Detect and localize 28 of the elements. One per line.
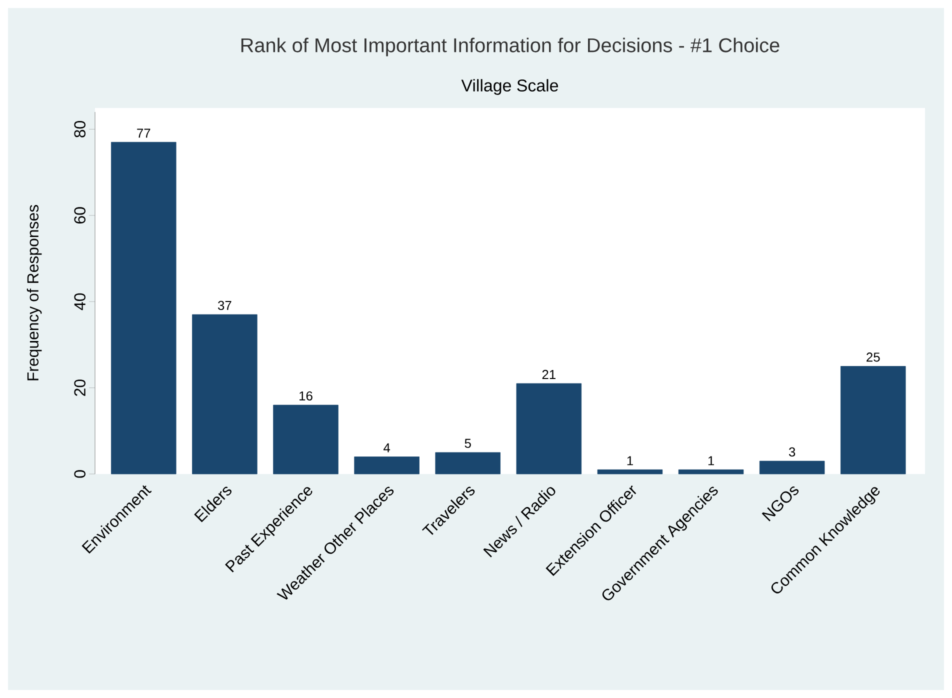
bar [516, 383, 582, 474]
y-axis-title: Frequency of Responses [26, 205, 42, 380]
bar [192, 314, 258, 474]
data-label: 16 [300, 391, 312, 401]
bar [354, 456, 420, 474]
bar [111, 142, 176, 474]
data-label: 1 [627, 456, 633, 466]
y-tick-label: 0 [74, 470, 86, 478]
y-tick-label: 80 [74, 121, 86, 138]
data-label: 77 [137, 128, 150, 138]
data-label: 25 [866, 352, 880, 362]
data-label: 5 [464, 438, 471, 448]
bar [678, 469, 744, 474]
chart-title: Rank of Most Important Information for Decisions - #1 Choice [241, 38, 780, 56]
data-label: 1 [708, 456, 714, 466]
y-tick-label: 60 [74, 207, 86, 224]
data-label: 21 [542, 370, 556, 379]
chart-subtitle: Village Scale [461, 79, 558, 95]
data-label: 4 [384, 443, 390, 452]
bar [759, 460, 825, 474]
bar [840, 366, 906, 474]
bar [435, 452, 500, 474]
y-tick-label: 40 [74, 293, 86, 310]
y-tick-label: 20 [74, 380, 86, 396]
data-label: 3 [788, 447, 796, 457]
bar [273, 404, 338, 474]
data-label: 37 [218, 300, 232, 310]
bar [597, 469, 663, 474]
